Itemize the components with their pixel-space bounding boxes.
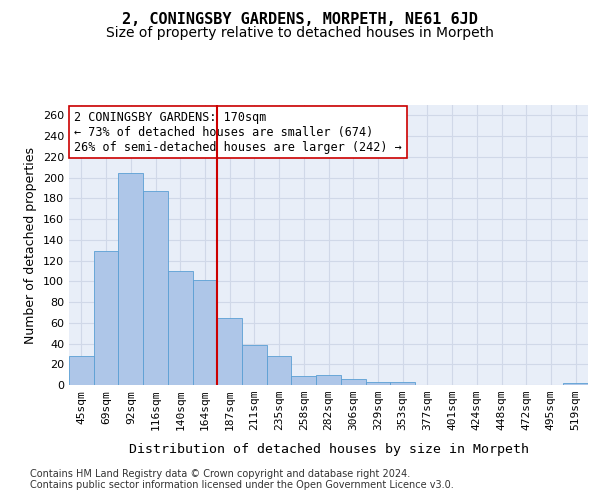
Bar	[292, 376, 316, 385]
Bar	[143, 191, 168, 385]
Bar	[193, 280, 217, 385]
Bar	[242, 344, 267, 385]
Bar	[365, 382, 390, 385]
Bar	[341, 379, 365, 385]
Text: Size of property relative to detached houses in Morpeth: Size of property relative to detached ho…	[106, 26, 494, 40]
Bar	[563, 383, 588, 385]
Bar	[118, 174, 143, 385]
Text: Contains HM Land Registry data © Crown copyright and database right 2024.: Contains HM Land Registry data © Crown c…	[30, 469, 410, 479]
Bar	[69, 356, 94, 385]
Bar	[217, 318, 242, 385]
Bar	[267, 356, 292, 385]
Text: 2 CONINGSBY GARDENS: 170sqm
← 73% of detached houses are smaller (674)
26% of se: 2 CONINGSBY GARDENS: 170sqm ← 73% of det…	[74, 110, 402, 154]
Bar	[94, 251, 118, 385]
Bar	[390, 382, 415, 385]
Y-axis label: Number of detached properties: Number of detached properties	[25, 146, 37, 344]
Text: 2, CONINGSBY GARDENS, MORPETH, NE61 6JD: 2, CONINGSBY GARDENS, MORPETH, NE61 6JD	[122, 12, 478, 28]
Text: Contains public sector information licensed under the Open Government Licence v3: Contains public sector information licen…	[30, 480, 454, 490]
Text: Distribution of detached houses by size in Morpeth: Distribution of detached houses by size …	[129, 442, 529, 456]
Bar	[168, 271, 193, 385]
Bar	[316, 374, 341, 385]
